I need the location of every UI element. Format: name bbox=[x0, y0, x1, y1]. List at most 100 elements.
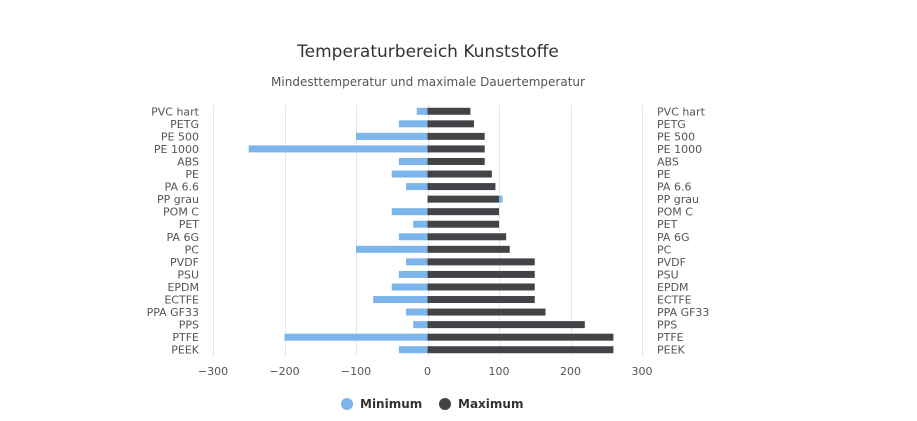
legend-label-minimum: Minimum bbox=[360, 397, 422, 411]
category-label-left: PET bbox=[179, 218, 200, 231]
bar-minimum-5[interactable] bbox=[391, 170, 428, 178]
bar-maximum-14[interactable] bbox=[427, 283, 535, 291]
category-label-left: PSU bbox=[177, 268, 199, 281]
bar-maximum-10[interactable] bbox=[427, 233, 507, 241]
bar-minimum-2[interactable] bbox=[356, 132, 428, 140]
category-label-right: PP grau bbox=[657, 193, 699, 206]
category-label-left: PA 6.6 bbox=[165, 181, 199, 194]
legend[interactable]: Minimum Maximum bbox=[341, 397, 523, 411]
category-label-left: PEEK bbox=[171, 344, 200, 357]
category-label-left: PTFE bbox=[172, 331, 199, 344]
category-label-right: PC bbox=[657, 243, 672, 256]
bar-maximum-13[interactable] bbox=[427, 270, 535, 278]
x-tick-label: 200 bbox=[560, 365, 581, 378]
category-label-left: ECTFE bbox=[164, 294, 199, 307]
category-label-left: PPS bbox=[179, 319, 199, 332]
category-label-right: ECTFE bbox=[657, 294, 692, 307]
bar-maximum-8[interactable] bbox=[427, 208, 500, 216]
x-tick-label: −200 bbox=[269, 365, 299, 378]
bar-minimum-16[interactable] bbox=[406, 308, 428, 316]
category-label-left: PVC hart bbox=[151, 105, 200, 118]
bar-minimum-18[interactable] bbox=[284, 333, 428, 341]
bar-maximum-2[interactable] bbox=[427, 132, 485, 140]
bar-maximum-4[interactable] bbox=[427, 157, 485, 165]
bar-maximum-12[interactable] bbox=[427, 258, 535, 266]
category-label-left: PE 500 bbox=[161, 130, 199, 143]
bar-maximum-7[interactable] bbox=[427, 195, 500, 203]
bar-minimum-14[interactable] bbox=[391, 283, 428, 291]
category-label-left: POM C bbox=[163, 206, 199, 219]
bar-minimum-10[interactable] bbox=[398, 233, 428, 241]
bar-maximum-1[interactable] bbox=[427, 120, 474, 128]
bar-minimum-13[interactable] bbox=[398, 270, 428, 278]
x-tick-label: −100 bbox=[341, 365, 371, 378]
category-label-right: PE bbox=[657, 168, 671, 181]
category-label-right: PE 1000 bbox=[657, 143, 702, 156]
legend-marker-maximum bbox=[439, 398, 451, 410]
category-label-left: PC bbox=[185, 243, 200, 256]
category-label-right: PA 6G bbox=[657, 231, 689, 244]
bar-minimum-3[interactable] bbox=[248, 145, 428, 153]
category-label-left: ABS bbox=[177, 155, 199, 168]
bar-maximum-6[interactable] bbox=[427, 183, 496, 191]
category-label-left: PPA GF33 bbox=[147, 306, 199, 319]
x-tick-label: −300 bbox=[198, 365, 228, 378]
category-label-right: PTFE bbox=[657, 331, 684, 344]
bar-minimum-1[interactable] bbox=[398, 120, 428, 128]
bar-maximum-3[interactable] bbox=[427, 145, 485, 153]
bar-maximum-9[interactable] bbox=[427, 220, 500, 228]
category-label-right: PE 500 bbox=[657, 130, 695, 143]
chart-title: Temperaturbereich Kunststoffe bbox=[296, 42, 559, 62]
bar-maximum-5[interactable] bbox=[427, 170, 492, 178]
legend-marker-minimum bbox=[341, 398, 353, 410]
category-label-right: PVDF bbox=[657, 256, 686, 269]
legend-label-maximum: Maximum bbox=[458, 397, 523, 411]
category-label-right: ABS bbox=[657, 155, 679, 168]
category-label-right: POM C bbox=[657, 206, 693, 219]
bar-maximum-16[interactable] bbox=[427, 308, 546, 316]
bar-minimum-15[interactable] bbox=[373, 296, 428, 304]
bar-minimum-19[interactable] bbox=[398, 346, 428, 354]
bar-maximum-11[interactable] bbox=[427, 245, 510, 253]
bar-minimum-4[interactable] bbox=[398, 157, 428, 165]
category-label-left: PETG bbox=[170, 118, 199, 131]
category-label-left: PE 1000 bbox=[154, 143, 199, 156]
chart-subtitle: Mindesttemperatur und maximale Dauertemp… bbox=[271, 75, 585, 89]
category-label-right: PETG bbox=[657, 118, 686, 131]
bar-maximum-17[interactable] bbox=[427, 321, 585, 329]
bar-minimum-17[interactable] bbox=[413, 321, 428, 329]
bar-minimum-8[interactable] bbox=[391, 208, 428, 216]
category-label-right: EPDM bbox=[657, 281, 689, 294]
bar-minimum-12[interactable] bbox=[406, 258, 428, 266]
bar-minimum-overlay-7[interactable] bbox=[499, 195, 503, 203]
bar-minimum-9[interactable] bbox=[413, 220, 428, 228]
bar-maximum-0[interactable] bbox=[427, 107, 471, 115]
legend-item-minimum[interactable]: Minimum bbox=[341, 397, 422, 411]
bar-maximum-15[interactable] bbox=[427, 296, 535, 304]
bar-minimum-11[interactable] bbox=[356, 245, 428, 253]
category-label-left: PA 6G bbox=[167, 231, 199, 244]
category-label-right: PVC hart bbox=[657, 105, 706, 118]
x-tick-label: 300 bbox=[632, 365, 653, 378]
x-tick-label: 0 bbox=[424, 365, 431, 378]
category-label-right: PA 6.6 bbox=[657, 181, 691, 194]
category-label-left: EPDM bbox=[167, 281, 199, 294]
bar-maximum-18[interactable] bbox=[427, 333, 614, 341]
bar-minimum-0[interactable] bbox=[416, 107, 428, 115]
grid bbox=[213, 105, 643, 356]
category-label-left: PVDF bbox=[170, 256, 199, 269]
category-label-right: PEEK bbox=[657, 344, 686, 357]
category-label-right: PET bbox=[657, 218, 678, 231]
bar-minimum-6[interactable] bbox=[406, 183, 428, 191]
x-axis-ticks: −300 −200 −100 0 100 200 300 bbox=[198, 365, 653, 378]
x-tick-label: 100 bbox=[489, 365, 510, 378]
bars bbox=[248, 107, 614, 354]
bar-maximum-19[interactable] bbox=[427, 346, 614, 354]
legend-item-maximum[interactable]: Maximum bbox=[439, 397, 523, 411]
category-label-right: PSU bbox=[657, 268, 679, 281]
category-label-left: PP grau bbox=[157, 193, 199, 206]
